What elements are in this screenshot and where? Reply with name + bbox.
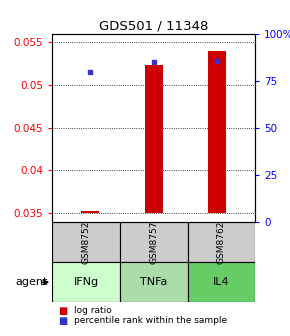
Text: IFNg: IFNg [73,277,99,287]
Text: log ratio: log ratio [74,306,112,315]
Bar [145,65,163,213]
Bar [188,222,255,262]
Bar [188,262,255,302]
Text: GSM8757: GSM8757 [149,220,158,264]
Text: percentile rank within the sample: percentile rank within the sample [74,317,227,325]
Text: GSM8762: GSM8762 [217,220,226,264]
Text: IL4: IL4 [213,277,230,287]
Bar [120,222,188,262]
Text: agent: agent [15,277,47,287]
Title: GDS501 / 11348: GDS501 / 11348 [99,19,209,33]
Bar [81,211,99,213]
Bar [120,262,188,302]
Text: GSM8752: GSM8752 [81,220,90,264]
Text: ■: ■ [58,306,67,316]
Text: ■: ■ [58,316,67,326]
Bar [52,222,120,262]
Bar [208,51,226,213]
Text: TNFa: TNFa [140,277,167,287]
Bar [52,262,120,302]
